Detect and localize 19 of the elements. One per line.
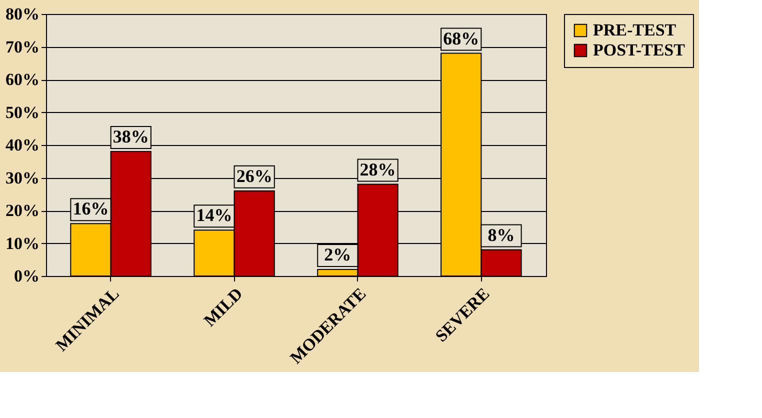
data-label: 2% [324, 244, 352, 264]
y-tick-label: 70% [6, 37, 40, 56]
y-tick-label: 10% [6, 234, 40, 253]
data-label: 26% [236, 166, 272, 186]
y-tick-label: 40% [6, 136, 40, 154]
data-label: 8% [488, 224, 515, 245]
data-label: 16% [72, 198, 109, 219]
legend-label: PRE-TEST [593, 20, 677, 40]
y-tick-label: 30% [6, 168, 40, 188]
y-tick-label: 80% [6, 4, 40, 24]
y-tick-label: 50% [6, 102, 40, 122]
data-label: 68% [443, 28, 480, 48]
legend-label: POST-TEST [593, 40, 686, 60]
data-label: 28% [360, 159, 396, 180]
y-tick-label: 20% [6, 201, 40, 220]
data-label: 38% [112, 126, 149, 147]
data-label: 14% [196, 205, 232, 226]
y-tick-label: 60% [6, 70, 40, 89]
y-tick-label: 0% [14, 266, 40, 286]
